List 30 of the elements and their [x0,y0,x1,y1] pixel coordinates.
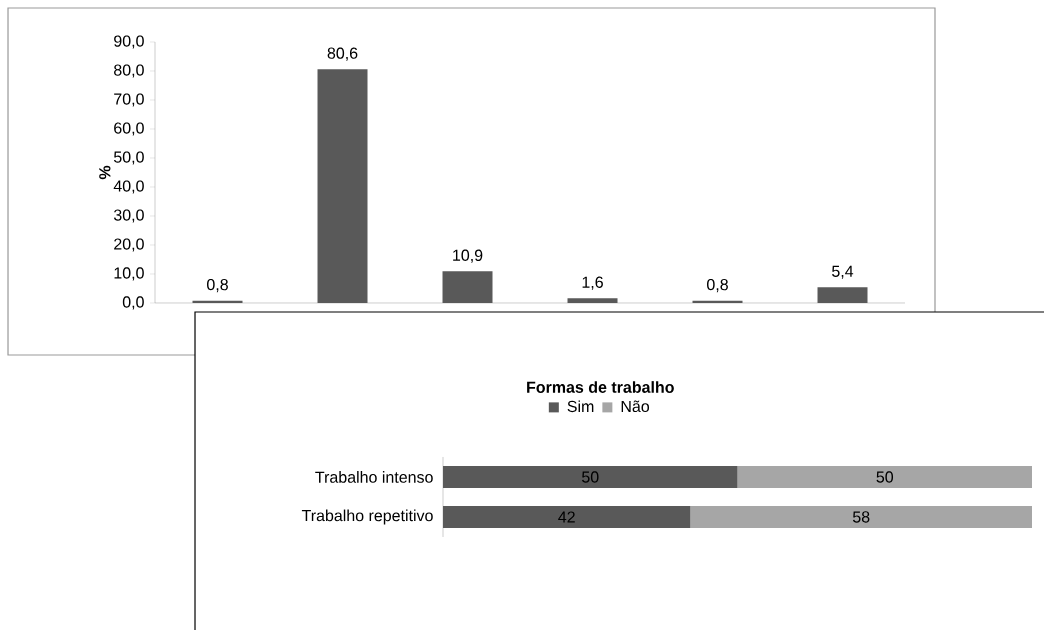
y-tick-label: 50,0 [113,151,144,165]
data-label: 0,8 [207,278,228,293]
data-label: 42 [558,511,575,523]
data-label: 1,6 [582,276,603,290]
y-tick-label: 60,0 [114,122,144,136]
y-tick-label: 10,0 [114,267,144,281]
data-label: 80,6 [327,47,358,61]
data-label: 58 [852,511,870,523]
data-label: 50 [876,471,894,483]
bar [442,271,493,303]
y-tick-label: 80,0 [114,64,144,78]
y-tick-label: Trabalho repetitivo [301,509,433,525]
y-tick-label: 30,0 [113,209,144,223]
y-tick-label: 70,0 [114,93,144,107]
y-axis-title: % [99,165,111,180]
bar [317,69,368,303]
data-label: 5,4 [832,265,854,279]
legend-label: Não [621,400,650,413]
chart-title: Formas de trabalho [527,381,674,393]
y-tick-label: 90,0 [114,35,144,49]
bar [817,287,868,303]
data-label: 50 [582,471,599,483]
legend-label: Sim [567,400,594,413]
y-tick-label: 0,0 [122,296,144,310]
data-label: 10,9 [453,249,483,263]
data-label: 0,8 [707,278,728,293]
y-tick-label: 20,0 [114,238,144,252]
bar [567,298,618,303]
y-tick-label: Trabalho intenso [315,471,433,483]
y-tick-label: 40,0 [113,180,144,194]
